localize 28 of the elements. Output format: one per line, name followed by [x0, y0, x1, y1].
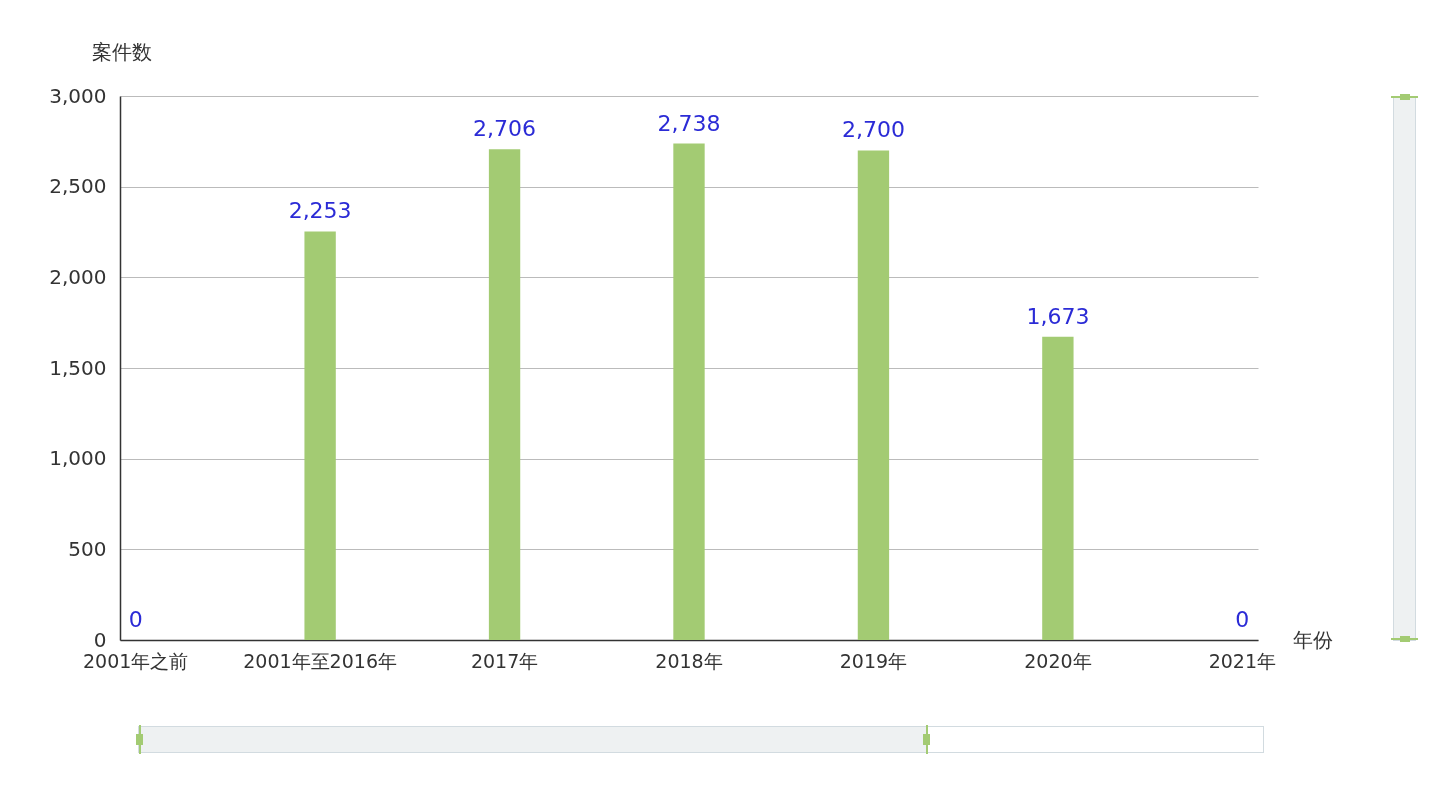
x-tick-label: 2020年	[1024, 649, 1092, 672]
x-tick-label: 2001年之前	[83, 649, 189, 672]
x-tick-label: 2017年	[470, 649, 539, 672]
x-tick-label: 2021年	[1208, 649, 1276, 672]
data-label: 0	[1235, 607, 1250, 632]
bar	[488, 149, 521, 640]
y-tick-label: 2,000	[49, 264, 107, 289]
bar	[673, 143, 705, 640]
y-tick-label: 1,500	[49, 355, 107, 380]
data-label: 2,738	[657, 110, 721, 136]
x-tick-label: 2019年	[839, 649, 908, 672]
data-label: 2,700	[841, 117, 905, 143]
y-tick-label: 3,000	[49, 83, 107, 108]
bar	[1042, 336, 1074, 640]
y-tick-label: 1,000	[49, 446, 107, 471]
data-label: 1,673	[1026, 303, 1090, 329]
y-tick-label: 0	[93, 627, 107, 652]
y-tick-label: 2,500	[49, 174, 107, 199]
x-tick-label: 2001年至2016年	[243, 649, 397, 672]
bar	[304, 231, 336, 640]
x-tick-label: 2018年	[655, 649, 723, 672]
data-label: 2,706	[473, 116, 537, 142]
bar	[857, 150, 890, 640]
data-label: 0	[128, 607, 143, 632]
data-label: 2,253	[288, 198, 352, 224]
y-axis-title: 案件数	[91, 39, 152, 64]
y-tick-label: 500	[68, 536, 107, 561]
x-axis-title: 年份	[1292, 627, 1333, 652]
